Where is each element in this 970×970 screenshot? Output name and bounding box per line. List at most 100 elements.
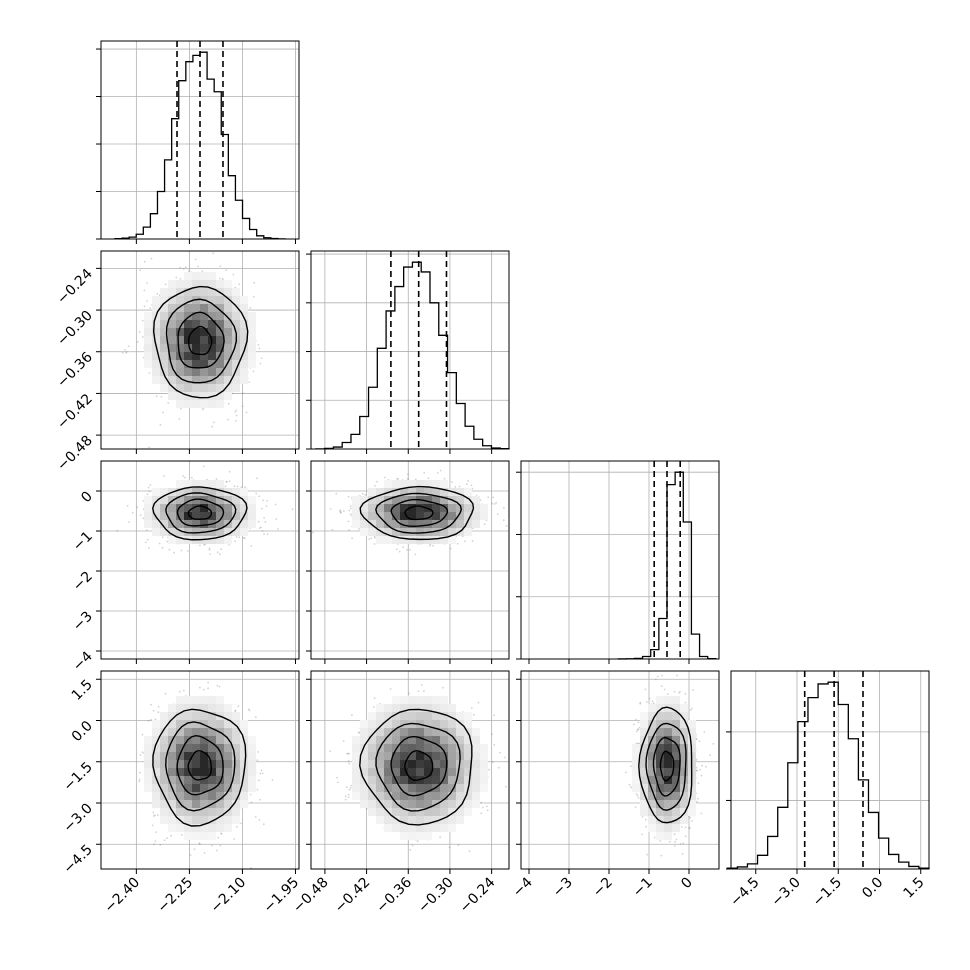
density-cell [240, 360, 248, 368]
scatter-point [233, 485, 236, 488]
scatter-point [397, 478, 399, 480]
density-cell [200, 384, 208, 392]
scatter-point [257, 343, 260, 346]
scatter-point [470, 484, 473, 487]
density-cell [232, 288, 240, 296]
scatter-point [219, 553, 221, 556]
scatter-point [184, 266, 187, 268]
scatter-point [143, 289, 146, 292]
scatter-point [216, 551, 219, 554]
density-cell [384, 536, 392, 544]
density-cell [216, 400, 224, 408]
scatter-point [212, 252, 215, 255]
scatter-point [201, 408, 204, 411]
scatter-point [238, 536, 241, 539]
density-cell [144, 496, 152, 504]
density-cell [192, 400, 200, 408]
density-cell [408, 488, 416, 496]
scatter-point [208, 548, 211, 551]
density-cell [160, 288, 168, 296]
scatter-point [128, 521, 130, 523]
scatter-point [234, 540, 237, 542]
density-cell [368, 528, 376, 536]
scatter-point [182, 267, 185, 270]
scatter-point [451, 481, 453, 483]
density-cell [184, 272, 192, 280]
scatter-point [227, 418, 230, 421]
scatter-point [164, 283, 167, 286]
density-cell [168, 536, 176, 544]
scatter-point [493, 503, 496, 505]
scatter-point [339, 512, 342, 514]
scatter-point [146, 300, 148, 302]
scatter-point [236, 485, 239, 488]
density-cell [168, 336, 176, 344]
scatter-point [398, 550, 401, 553]
scatter-point [349, 513, 352, 516]
scatter-point [439, 469, 442, 472]
density-cell [208, 480, 216, 488]
density-cell [144, 512, 152, 520]
density-cell [184, 336, 192, 344]
density-cell [392, 480, 400, 488]
density-cell [224, 336, 232, 344]
density-cell [144, 312, 152, 320]
scatter-point [368, 538, 371, 540]
scatter-point [209, 553, 211, 555]
density-cell [216, 296, 224, 304]
density-cell [168, 320, 176, 328]
scatter-point [143, 305, 146, 308]
scatter-point [361, 492, 364, 495]
density-cell [184, 504, 192, 512]
scatter-point [275, 518, 278, 520]
density-cell [176, 480, 184, 488]
density-cell [208, 400, 216, 408]
density-cell [176, 520, 184, 528]
scatter-point [178, 418, 181, 420]
density-cell [416, 488, 424, 496]
scatter-point [503, 506, 505, 509]
scatter-point [224, 485, 227, 487]
scatter-point [253, 281, 256, 284]
density-cell [416, 504, 424, 512]
density-cell [216, 336, 224, 344]
density-cell [368, 512, 376, 520]
density-cell [200, 304, 208, 312]
scatter-point [423, 472, 426, 474]
density-cell [248, 520, 256, 528]
density-cell [352, 496, 360, 504]
density-cell [240, 296, 248, 304]
density-cell [144, 336, 152, 344]
density-cell [224, 304, 232, 312]
density-cell [176, 296, 184, 304]
density-cell [216, 360, 224, 368]
density-cell [160, 352, 168, 360]
scatter-point [228, 544, 231, 546]
scatter-point [141, 319, 144, 322]
density-cell [144, 360, 152, 368]
density-cell [400, 504, 408, 512]
scatter-point [220, 548, 223, 551]
density-cell [200, 344, 208, 352]
density-cell [200, 520, 208, 528]
density-cell [152, 360, 160, 368]
density-cell [144, 504, 152, 512]
density-cell [216, 280, 224, 288]
scatter-point [166, 540, 169, 543]
density-cell [208, 384, 216, 392]
density-cell [248, 320, 256, 328]
scatter-point [347, 495, 350, 498]
scatter-point [145, 529, 148, 532]
scatter-point [454, 486, 457, 488]
scatter-point [144, 260, 146, 263]
scatter-point [395, 548, 398, 551]
scatter-point [228, 470, 231, 473]
scatter-point [147, 486, 150, 489]
histogram-frame-3 [520, 460, 720, 660]
density-cell [192, 288, 200, 296]
scatter-point [262, 499, 264, 502]
scatter-point [258, 347, 261, 350]
density-cell [400, 536, 408, 544]
density-cell [216, 480, 224, 488]
